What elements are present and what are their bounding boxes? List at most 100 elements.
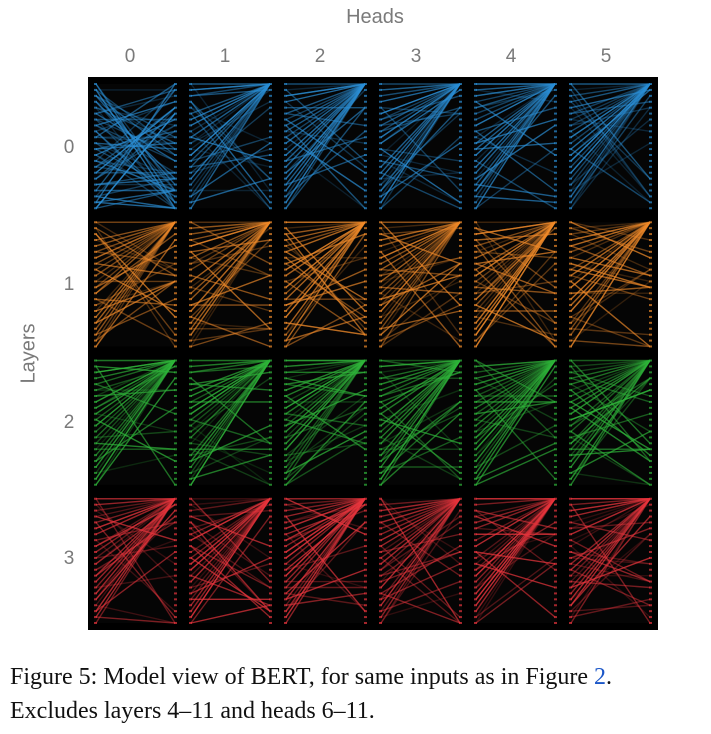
token-marker xyxy=(189,448,192,451)
token-marker xyxy=(269,383,272,386)
attention-line xyxy=(475,359,556,368)
attention-line xyxy=(190,221,271,235)
attention-panel-layer2-head0[interactable] xyxy=(94,359,177,486)
token-marker xyxy=(649,610,652,613)
attention-line xyxy=(570,430,651,474)
attention-line xyxy=(380,83,461,91)
attention-panel-layer0-head1[interactable] xyxy=(189,83,272,210)
attention-line xyxy=(95,130,176,203)
token-marker xyxy=(284,83,287,85)
attention-panel-layer2-head5[interactable] xyxy=(569,359,652,486)
attention-line xyxy=(95,359,176,421)
token-marker xyxy=(474,227,477,230)
token-marker xyxy=(569,321,572,324)
attention-panel-layer0-head2[interactable] xyxy=(284,83,367,210)
attention-panel-layer3-head0[interactable] xyxy=(94,497,177,624)
token-marker xyxy=(459,159,462,162)
attention-panel-layer3-head4[interactable] xyxy=(474,497,557,624)
token-marker xyxy=(569,592,572,595)
token-marker xyxy=(459,497,462,500)
token-marker xyxy=(94,466,97,468)
token-marker xyxy=(94,471,97,474)
attention-line xyxy=(475,83,556,121)
token-marker xyxy=(474,556,477,559)
attention-panel-layer1-head3[interactable] xyxy=(379,221,462,348)
token-marker xyxy=(189,483,192,486)
token-marker xyxy=(269,227,272,230)
attention-line xyxy=(190,221,271,265)
attention-line xyxy=(95,365,176,391)
attention-line xyxy=(475,359,556,379)
attention-panel-layer1-head4[interactable] xyxy=(474,221,557,348)
attention-panel-layer3-head3[interactable] xyxy=(379,497,462,624)
token-marker xyxy=(174,345,177,348)
token-marker xyxy=(284,286,287,289)
attention-line xyxy=(95,359,176,433)
token-marker xyxy=(174,321,177,324)
attention-line xyxy=(380,221,461,312)
attention-panel-layer2-head3[interactable] xyxy=(379,359,462,486)
token-marker xyxy=(474,189,477,192)
attention-panel-layer2-head4[interactable] xyxy=(474,359,557,486)
token-marker xyxy=(174,616,177,619)
token-marker xyxy=(189,339,192,342)
token-marker xyxy=(364,568,367,571)
attention-line xyxy=(285,83,366,168)
attention-panel-layer0-head4[interactable] xyxy=(474,83,557,210)
attention-line xyxy=(570,360,651,480)
attention-line xyxy=(380,221,461,241)
token-marker xyxy=(554,88,557,91)
attention-line xyxy=(475,389,556,480)
attention-panel-layer0-head5[interactable] xyxy=(569,83,652,210)
attention-panel-layer1-head0[interactable] xyxy=(94,221,177,348)
attention-line xyxy=(380,359,461,391)
token-marker xyxy=(649,118,652,121)
token-marker xyxy=(284,580,287,583)
token-marker xyxy=(474,568,477,571)
token-marker xyxy=(189,515,192,518)
attention-line xyxy=(570,83,651,162)
token-marker xyxy=(474,201,477,204)
attention-panel-layer1-head5[interactable] xyxy=(569,221,652,348)
token-marker xyxy=(364,136,367,139)
token-marker xyxy=(269,280,272,283)
token-marker xyxy=(364,616,367,619)
attention-line xyxy=(475,221,556,259)
token-marker xyxy=(649,539,652,542)
token-marker xyxy=(284,221,287,224)
figure-reference-link[interactable]: 2 xyxy=(594,664,607,690)
token-marker xyxy=(459,521,462,524)
token-marker xyxy=(364,310,367,312)
attention-panel-layer0-head3[interactable] xyxy=(379,83,462,210)
attention-line xyxy=(190,221,271,294)
attention-line xyxy=(380,436,461,480)
attention-panel-layer3-head2[interactable] xyxy=(284,497,367,624)
token-marker xyxy=(474,471,477,474)
token-marker xyxy=(284,412,287,415)
attention-panel-layer0-head0[interactable] xyxy=(94,83,177,210)
token-marker xyxy=(189,118,192,121)
attention-panel-layer2-head2[interactable] xyxy=(284,359,367,486)
token-marker xyxy=(474,345,477,348)
token-marker xyxy=(474,412,477,415)
token-marker xyxy=(554,592,557,595)
attention-line xyxy=(380,263,461,336)
token-marker xyxy=(94,568,97,571)
attention-panel-layer3-head5[interactable] xyxy=(569,497,652,624)
token-marker xyxy=(379,262,382,265)
attention-panel-layer1-head1[interactable] xyxy=(189,221,272,348)
attention-panel-layer3-head1[interactable] xyxy=(189,497,272,624)
attention-line xyxy=(285,221,366,271)
token-marker xyxy=(189,616,192,619)
attention-line xyxy=(475,221,556,253)
attention-line xyxy=(285,83,366,156)
attention-line xyxy=(285,498,366,588)
token-marker xyxy=(364,165,367,168)
token-marker xyxy=(569,256,572,259)
attention-panel-layer2-head1[interactable] xyxy=(189,359,272,486)
token-marker xyxy=(379,418,382,421)
attention-panel-layer1-head2[interactable] xyxy=(284,221,367,348)
token-marker xyxy=(554,183,557,186)
attention-line xyxy=(570,359,651,433)
token-marker xyxy=(649,201,652,204)
